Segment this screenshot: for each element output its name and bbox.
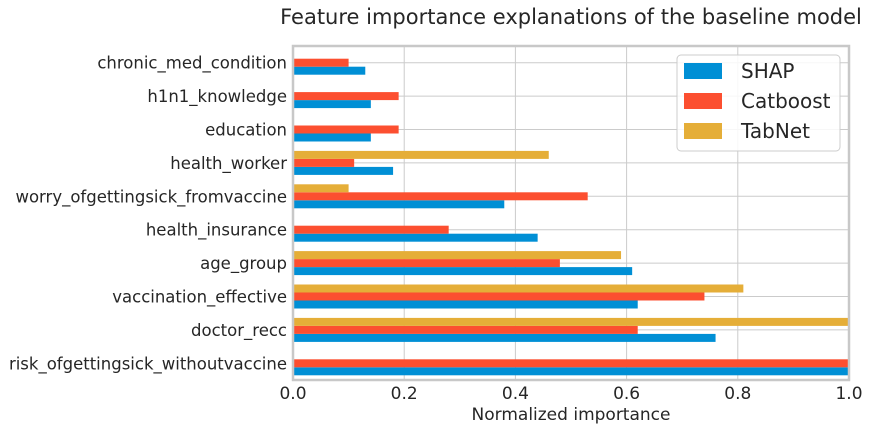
category-labels: chronic_med_condition h1n1_knowledgeeduca…: [9, 54, 287, 375]
bar-shap-chronic-med-condition: [293, 66, 366, 75]
bar-catboost-health-insurance: [293, 225, 449, 234]
bar-catboost-chronic-med-condition: [293, 58, 349, 67]
bar-shap-worry-ofgettingsick-fromvaccine: [293, 200, 505, 209]
x-tick-label: 0.4: [502, 384, 529, 404]
bar-shap-age-group: [293, 267, 633, 276]
bar-shap-doctor-recc: [293, 333, 716, 342]
x-tick-label: 0.8: [724, 384, 751, 404]
legend-label: Catboost: [741, 89, 831, 113]
plot-frame: [291, 44, 851, 382]
bars: [293, 58, 849, 376]
bar-shap-health-worker: [293, 166, 394, 175]
category-label: doctor_recc: [191, 321, 287, 341]
legend-swatch: [684, 123, 722, 139]
bar-tabnet-age-group: [293, 251, 622, 260]
bar-shap-risk-ofgettingsick-withoutvaccine: [293, 367, 849, 376]
category-label: vaccination_effective: [112, 288, 287, 308]
x-tick-label: 0.2: [391, 384, 418, 404]
category-label: education: [205, 121, 287, 140]
x-tick-label: 0.6: [613, 384, 640, 404]
bar-catboost-risk-ofgettingsick-withoutvaccine: [293, 359, 849, 368]
bar-shap-health-insurance: [293, 233, 538, 242]
bar-catboost-education: [293, 125, 399, 134]
bar-tabnet-vaccination-effective: [293, 284, 744, 293]
chart-title: Feature importance explanations of the b…: [280, 5, 862, 29]
bar-tabnet-health-worker: [293, 150, 549, 159]
x-axis-label: Normalized importance: [472, 405, 671, 425]
legend-label: SHAP: [741, 59, 794, 83]
legend-swatch: [684, 93, 722, 109]
bar-shap-h1n1-knowledge: [293, 100, 371, 109]
legend-label: TabNet: [740, 119, 810, 143]
category-label: chronic_med_condition: [97, 54, 287, 74]
bar-shap-education: [293, 133, 371, 142]
category-label: health_worker: [170, 154, 287, 174]
x-tick-label: 1.0: [835, 384, 862, 404]
legend: SHAP Catboost TabNet: [676, 54, 841, 152]
bar-catboost-age-group: [293, 259, 560, 268]
category-label: risk_ofgettingsick_withoutvaccine: [9, 354, 287, 374]
x-tick-labels: 0.0 0.2 0.4 0.6 0.8 1.0: [279, 384, 862, 404]
category-label: h1n1_knowledge: [147, 87, 287, 107]
bar-tabnet-worry-ofgettingsick-fromvaccine: [293, 184, 349, 193]
bar-shap-vaccination-effective: [293, 300, 638, 309]
bar-catboost-h1n1-knowledge: [293, 92, 399, 101]
legend-swatch: [684, 63, 722, 79]
category-label: age_group: [200, 254, 287, 274]
x-tick-label: 0.0: [279, 384, 306, 404]
bar-tabnet-doctor-recc: [293, 317, 849, 326]
bar-catboost-worry-ofgettingsick-fromvaccine: [293, 192, 588, 201]
bar-catboost-health-worker: [293, 158, 355, 167]
category-label: worry_ofgettingsick_fromvaccine: [15, 187, 287, 207]
bar-catboost-doctor-recc: [293, 325, 638, 334]
bar-catboost-vaccination-effective: [293, 292, 705, 301]
category-label: health_insurance: [146, 221, 287, 241]
